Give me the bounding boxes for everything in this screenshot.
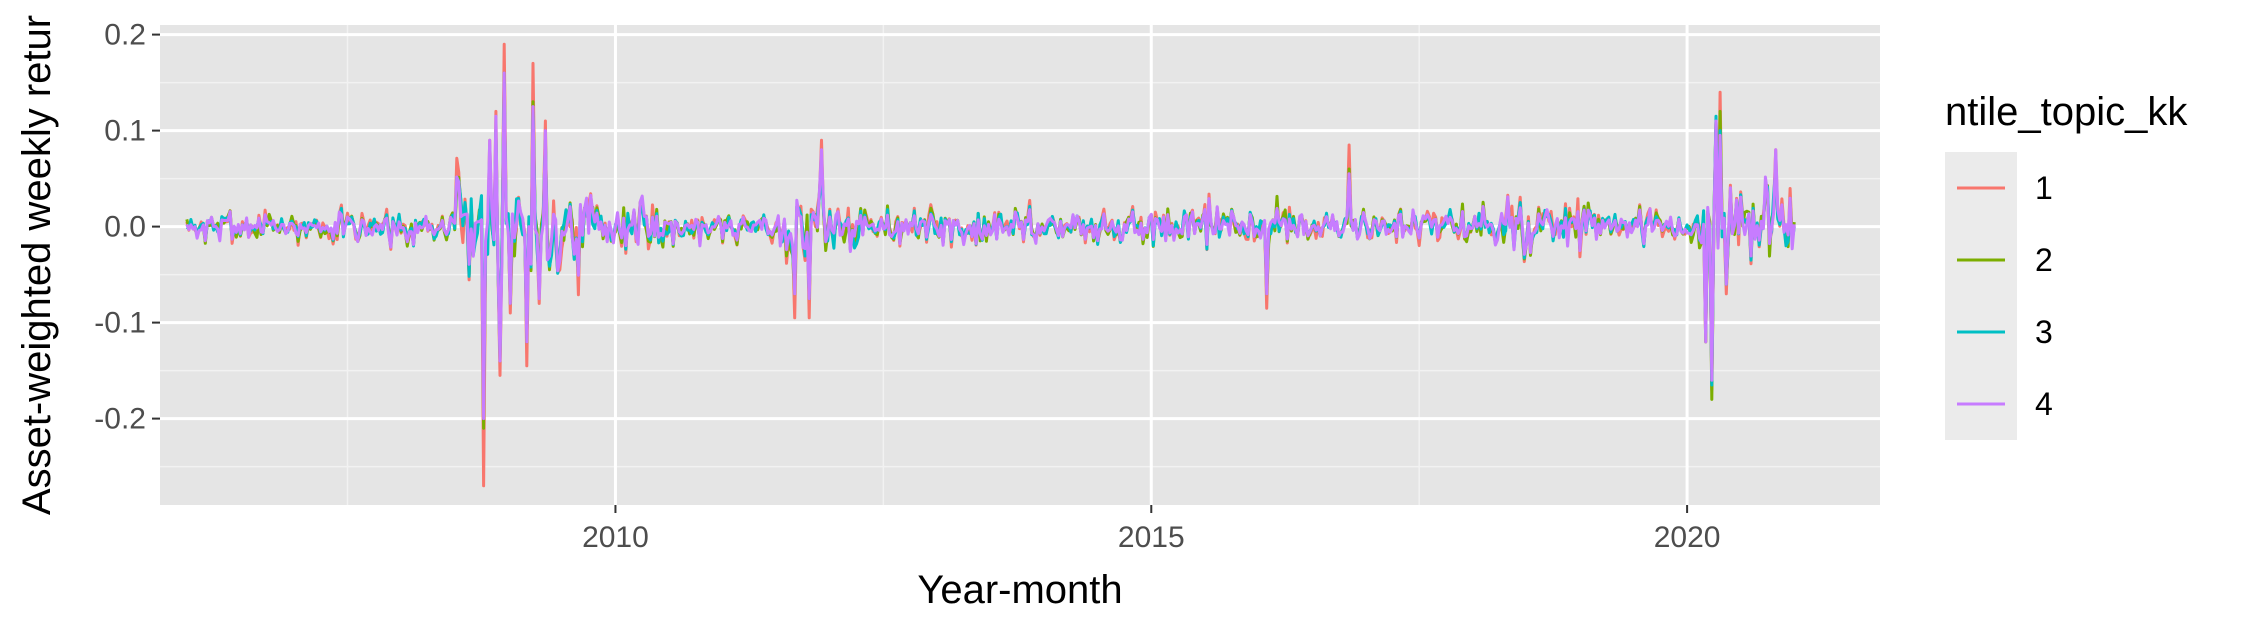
y-axis: -0.2 -0.1 0.0 0.1 0.2 [94, 19, 160, 436]
legend-label-2: 2 [2035, 242, 2053, 278]
series-lines [185, 42, 1796, 488]
x-axis: 2010 2015 2020 [582, 505, 1720, 554]
legend-items: 1 2 3 4 [1957, 170, 2053, 422]
minor-gridlines [160, 25, 1880, 505]
x-tick-label: 2015 [1118, 521, 1185, 554]
y-tick-label: -0.2 [94, 403, 146, 436]
plot-panel [160, 25, 1880, 505]
series-line-4 [185, 71, 1796, 421]
y-tick-label: 0.1 [104, 115, 146, 148]
legend-label-1: 1 [2035, 170, 2053, 206]
x-tick-label: 2010 [582, 521, 649, 554]
legend: ntile_topic_kk 1 2 3 4 [1945, 90, 2188, 440]
x-axis-title: Year-month [917, 568, 1122, 612]
y-axis-title: Asset-weighted weekly retur [15, 15, 59, 515]
x-tick-label: 2020 [1654, 521, 1721, 554]
y-tick-label: 0.2 [104, 19, 146, 52]
legend-label-4: 4 [2035, 386, 2053, 422]
legend-key-background [1945, 152, 2017, 440]
y-tick-label: -0.1 [94, 307, 146, 340]
legend-label-3: 3 [2035, 314, 2053, 350]
y-tick-label: 0.0 [104, 211, 146, 244]
legend-title: ntile_topic_kk [1945, 90, 2188, 134]
